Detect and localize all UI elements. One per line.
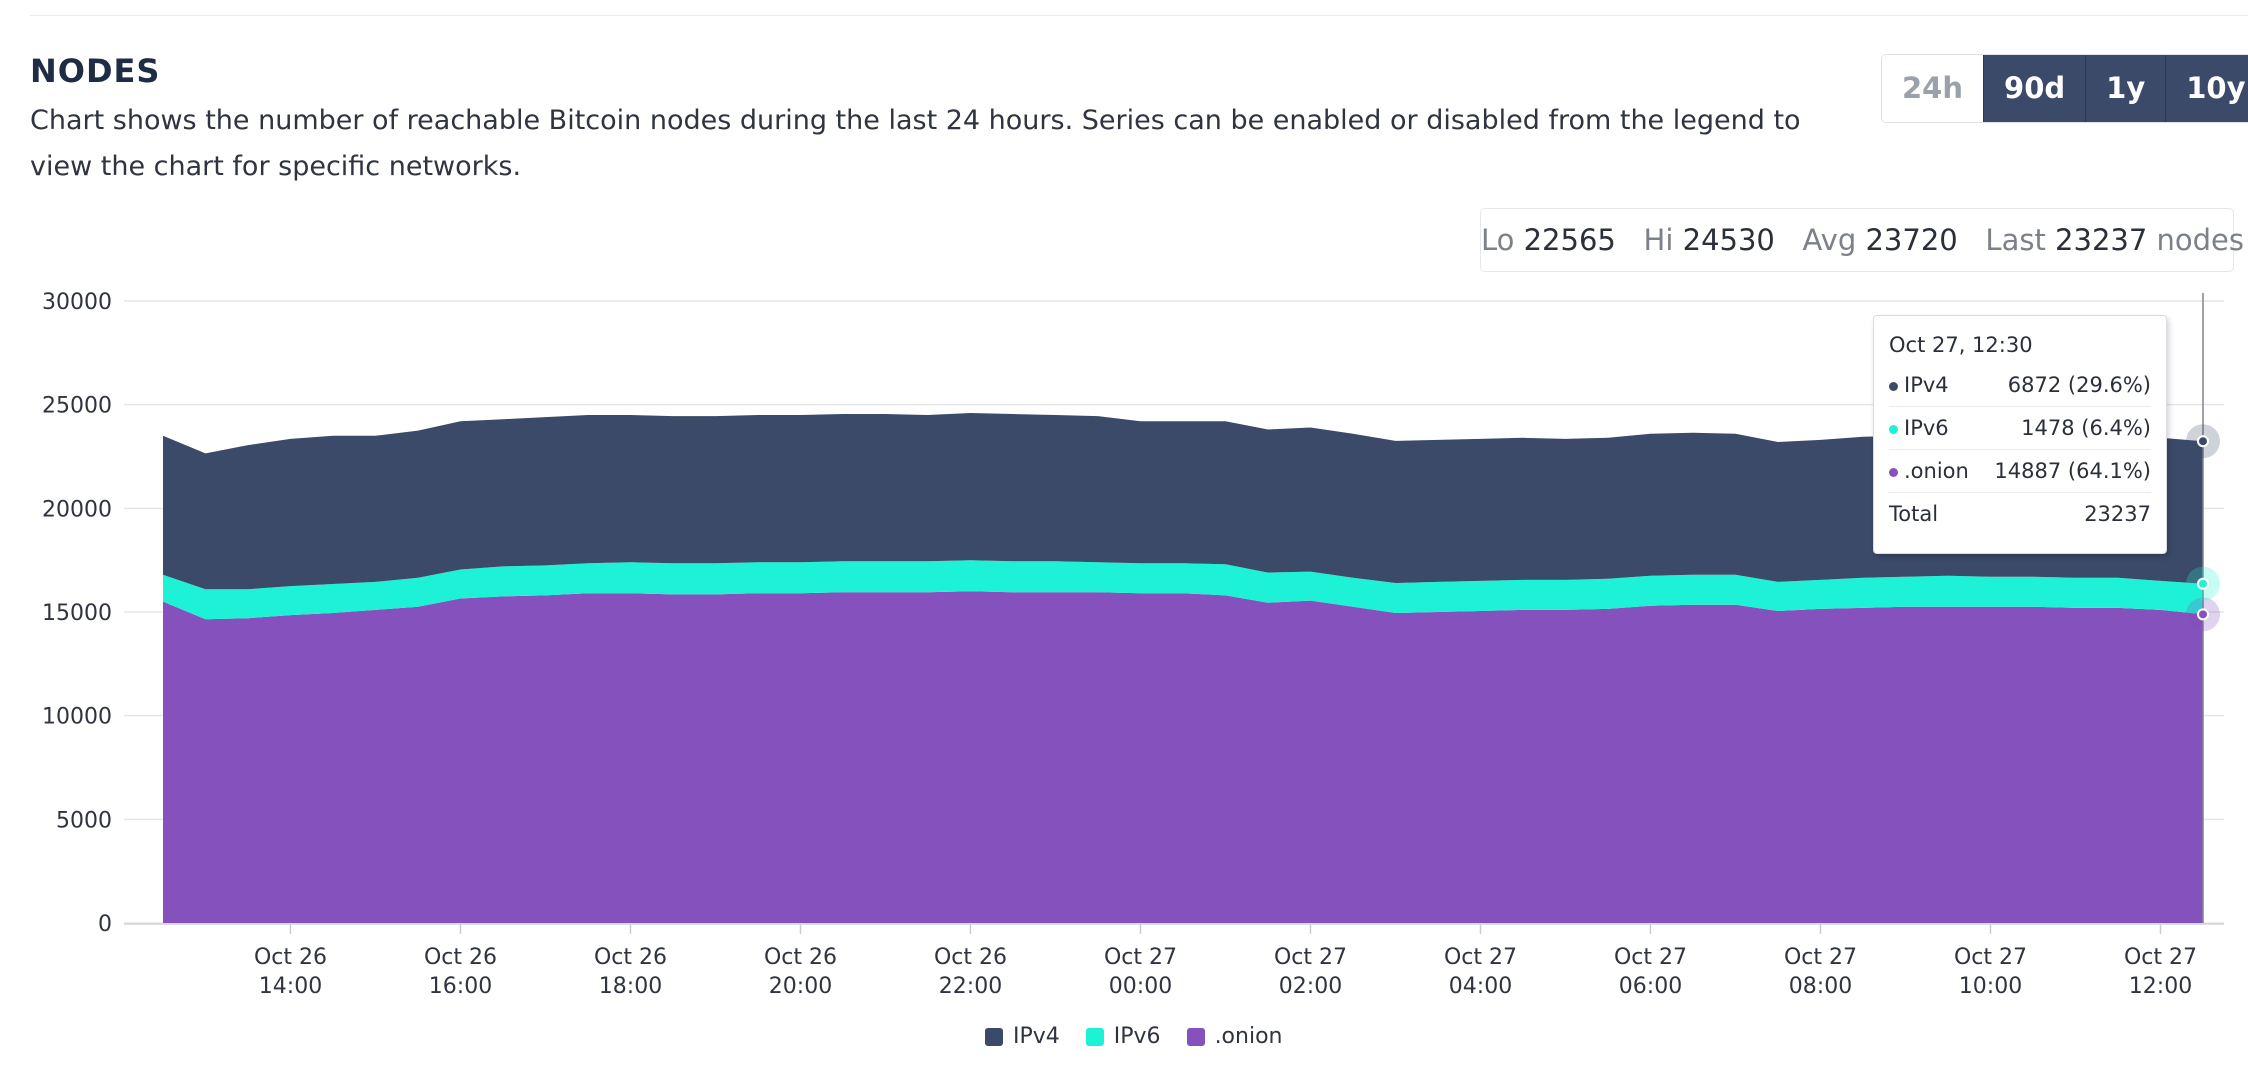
- y-tick-label-10000: 10000: [42, 705, 112, 730]
- x-tick-date-label: Oct 27: [1614, 945, 1687, 970]
- legend-item-ipv6[interactable]: IPv6: [1085, 1024, 1161, 1049]
- tooltip-row-ipv6: IPv6 1478 (6.4%): [1889, 407, 2151, 450]
- avg-label: Avg: [1802, 223, 1857, 257]
- y-tick-label-0: 0: [98, 912, 112, 937]
- tooltip-ipv4-name: IPv4: [1904, 373, 1949, 397]
- range-24h-button[interactable]: 24h: [1882, 55, 1984, 122]
- x-tick-time-label: 08:00: [1789, 974, 1852, 999]
- area-series-onion: [163, 591, 2203, 923]
- onion-swatch-icon: [1186, 1027, 1205, 1046]
- last-value: 23237: [2055, 223, 2148, 257]
- tooltip-onion-value: 14887 (64.1%): [1994, 459, 2151, 483]
- y-tick-label-25000: 25000: [42, 394, 112, 419]
- x-tick-time-label: 04:00: [1449, 974, 1512, 999]
- ipv4-dot-icon: [1889, 381, 1898, 391]
- x-tick-time-label: 16:00: [429, 974, 492, 999]
- x-tick-date-label: Oct 27: [1274, 945, 1347, 970]
- tooltip-onion-name: .onion: [1904, 459, 1969, 483]
- x-tick-time-label: 02:00: [1279, 974, 1342, 999]
- range-1y-button[interactable]: 1y: [2085, 55, 2166, 122]
- tooltip-row-onion: .onion 14887 (64.1%): [1889, 450, 2151, 493]
- tooltip-ipv4-value: 6872 (29.6%): [2007, 373, 2151, 397]
- legend-item-ipv4[interactable]: IPv4: [985, 1024, 1060, 1049]
- page-title: NODES: [30, 52, 161, 90]
- tooltip-row-ipv4: IPv4 6872 (29.6%): [1889, 364, 2151, 407]
- hi-value: 24530: [1682, 223, 1775, 257]
- hover-point-ipv4: [2197, 435, 2209, 448]
- area-series-ipv4: [163, 413, 2203, 590]
- lo-value: 22565: [1523, 223, 1616, 257]
- legend-onion-label: .onion: [1214, 1024, 1283, 1049]
- x-tick-time-label: 14:00: [259, 974, 322, 999]
- x-tick-date-label: Oct 26: [254, 945, 327, 970]
- x-tick-date-label: Oct 26: [424, 945, 497, 970]
- tooltip-date: Oct 27, 12:30: [1889, 333, 2033, 357]
- nodes-area-chart[interactable]: 0 5000 10000 15000 20000 25000 30000 Oct 26 14:0…: [0, 270, 2248, 1020]
- ipv6-dot-icon: [1889, 424, 1898, 434]
- tooltip-total-label: Total: [1889, 502, 1939, 526]
- x-tick-time-label: 12:00: [2129, 974, 2192, 999]
- x-tick-time-label: 22:00: [939, 974, 1002, 999]
- x-tick-date-label: Oct 26: [764, 945, 837, 970]
- unit-label: nodes: [2156, 223, 2245, 257]
- range-selector: 24h 90d 1y 10y: [1881, 54, 2248, 123]
- x-tick-time-label: 20:00: [769, 974, 832, 999]
- area-series-ipv6: [163, 560, 2203, 620]
- chart-legend: IPv4 IPv6 .onion: [985, 1024, 1282, 1049]
- top-divider: [30, 15, 2248, 16]
- ipv4-swatch-icon: [985, 1027, 1003, 1046]
- hi-label: Hi: [1643, 223, 1674, 257]
- ipv6-swatch-icon: [1085, 1027, 1104, 1046]
- last-label: Last: [1985, 223, 2046, 257]
- chart-tooltip: Oct 27, 12:30 IPv4 6872 (29.6%) IPv6 147…: [1873, 315, 2167, 554]
- x-tick-date-label: Oct 27: [1444, 945, 1517, 970]
- x-tick-time-label: 00:00: [1109, 974, 1172, 999]
- x-tick-date-label: Oct 27: [1104, 945, 1177, 970]
- lo-label: Lo: [1481, 223, 1515, 257]
- y-tick-label-15000: 15000: [42, 601, 112, 626]
- x-tick-date-label: Oct 27: [2124, 945, 2197, 970]
- tooltip-ipv6-name: IPv6: [1904, 416, 1949, 440]
- range-90d-button[interactable]: 90d: [1983, 55, 2086, 122]
- hover-point-onion: [2197, 608, 2209, 621]
- x-tick-date-label: Oct 26: [594, 945, 667, 970]
- x-tick-time-label: 06:00: [1619, 974, 1682, 999]
- chart-description: Chart shows the number of reachable Bitc…: [30, 105, 1801, 182]
- onion-dot-icon: [1889, 467, 1898, 477]
- range-10y-button[interactable]: 10y: [2165, 55, 2248, 122]
- stats-summary: Lo 22565 Hi 24530 Avg 23720 Last 23237 n…: [1480, 208, 2244, 272]
- y-tick-label-30000: 30000: [42, 290, 112, 315]
- legend-ipv6-label: IPv6: [1113, 1024, 1161, 1049]
- tooltip-row-total: Total 23237: [1889, 493, 2151, 535]
- hover-point-ipv6: [2197, 577, 2209, 590]
- x-tick-date-label: Oct 27: [1954, 945, 2027, 970]
- tooltip-ipv6-value: 1478 (6.4%): [2021, 416, 2151, 440]
- x-tick-date-label: Oct 27: [1784, 945, 1857, 970]
- y-tick-label-5000: 5000: [56, 808, 112, 833]
- legend-item-onion[interactable]: .onion: [1186, 1024, 1283, 1049]
- y-tick-label-20000: 20000: [42, 497, 112, 522]
- x-tick-time-label: 10:00: [1959, 974, 2022, 999]
- x-tick-time-label: 18:00: [599, 974, 662, 999]
- legend-ipv4-label: IPv4: [1013, 1024, 1060, 1049]
- avg-value: 23720: [1865, 223, 1958, 257]
- tooltip-total-value: 23237: [2084, 502, 2151, 526]
- x-tick-date-label: Oct 26: [934, 945, 1007, 970]
